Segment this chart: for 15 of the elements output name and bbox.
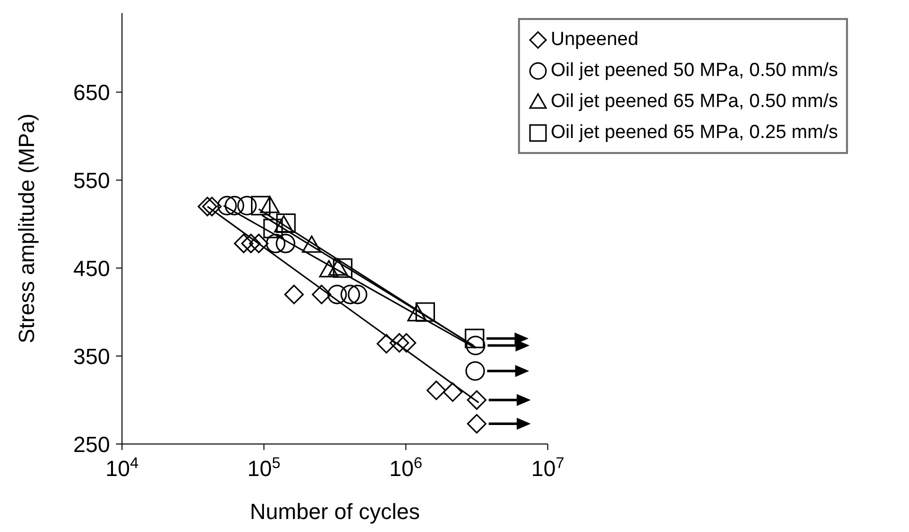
x-axis-title: Number of cycles [250, 499, 420, 524]
legend-label: Unpeened [550, 28, 638, 52]
legend-label: Oil jet peened 50 MPa, 0.50 mm/s [550, 59, 838, 83]
x-tick-label: 10$^{6}$ [389, 454, 422, 481]
y-tick-label: 650 [73, 80, 110, 106]
legend-label: Oil jet peened 65 MPa, 0.50 mm/s [550, 90, 838, 114]
legend-label: Oil jet peened 65 MPa, 0.25 mm/s [550, 121, 838, 145]
x-tick-label: 10$^{7}$ [531, 454, 564, 481]
y-tick-label: 550 [73, 168, 110, 194]
x-tick-label: 10$^{5}$ [247, 454, 280, 481]
y-axis-title: Stress amplitude (MPa) [14, 114, 39, 344]
x-tick-label: 10$^{4}$ [105, 454, 139, 481]
y-tick-label: 350 [73, 344, 110, 370]
y-tick-label: 250 [73, 432, 110, 457]
y-tick-label: 450 [73, 256, 110, 282]
